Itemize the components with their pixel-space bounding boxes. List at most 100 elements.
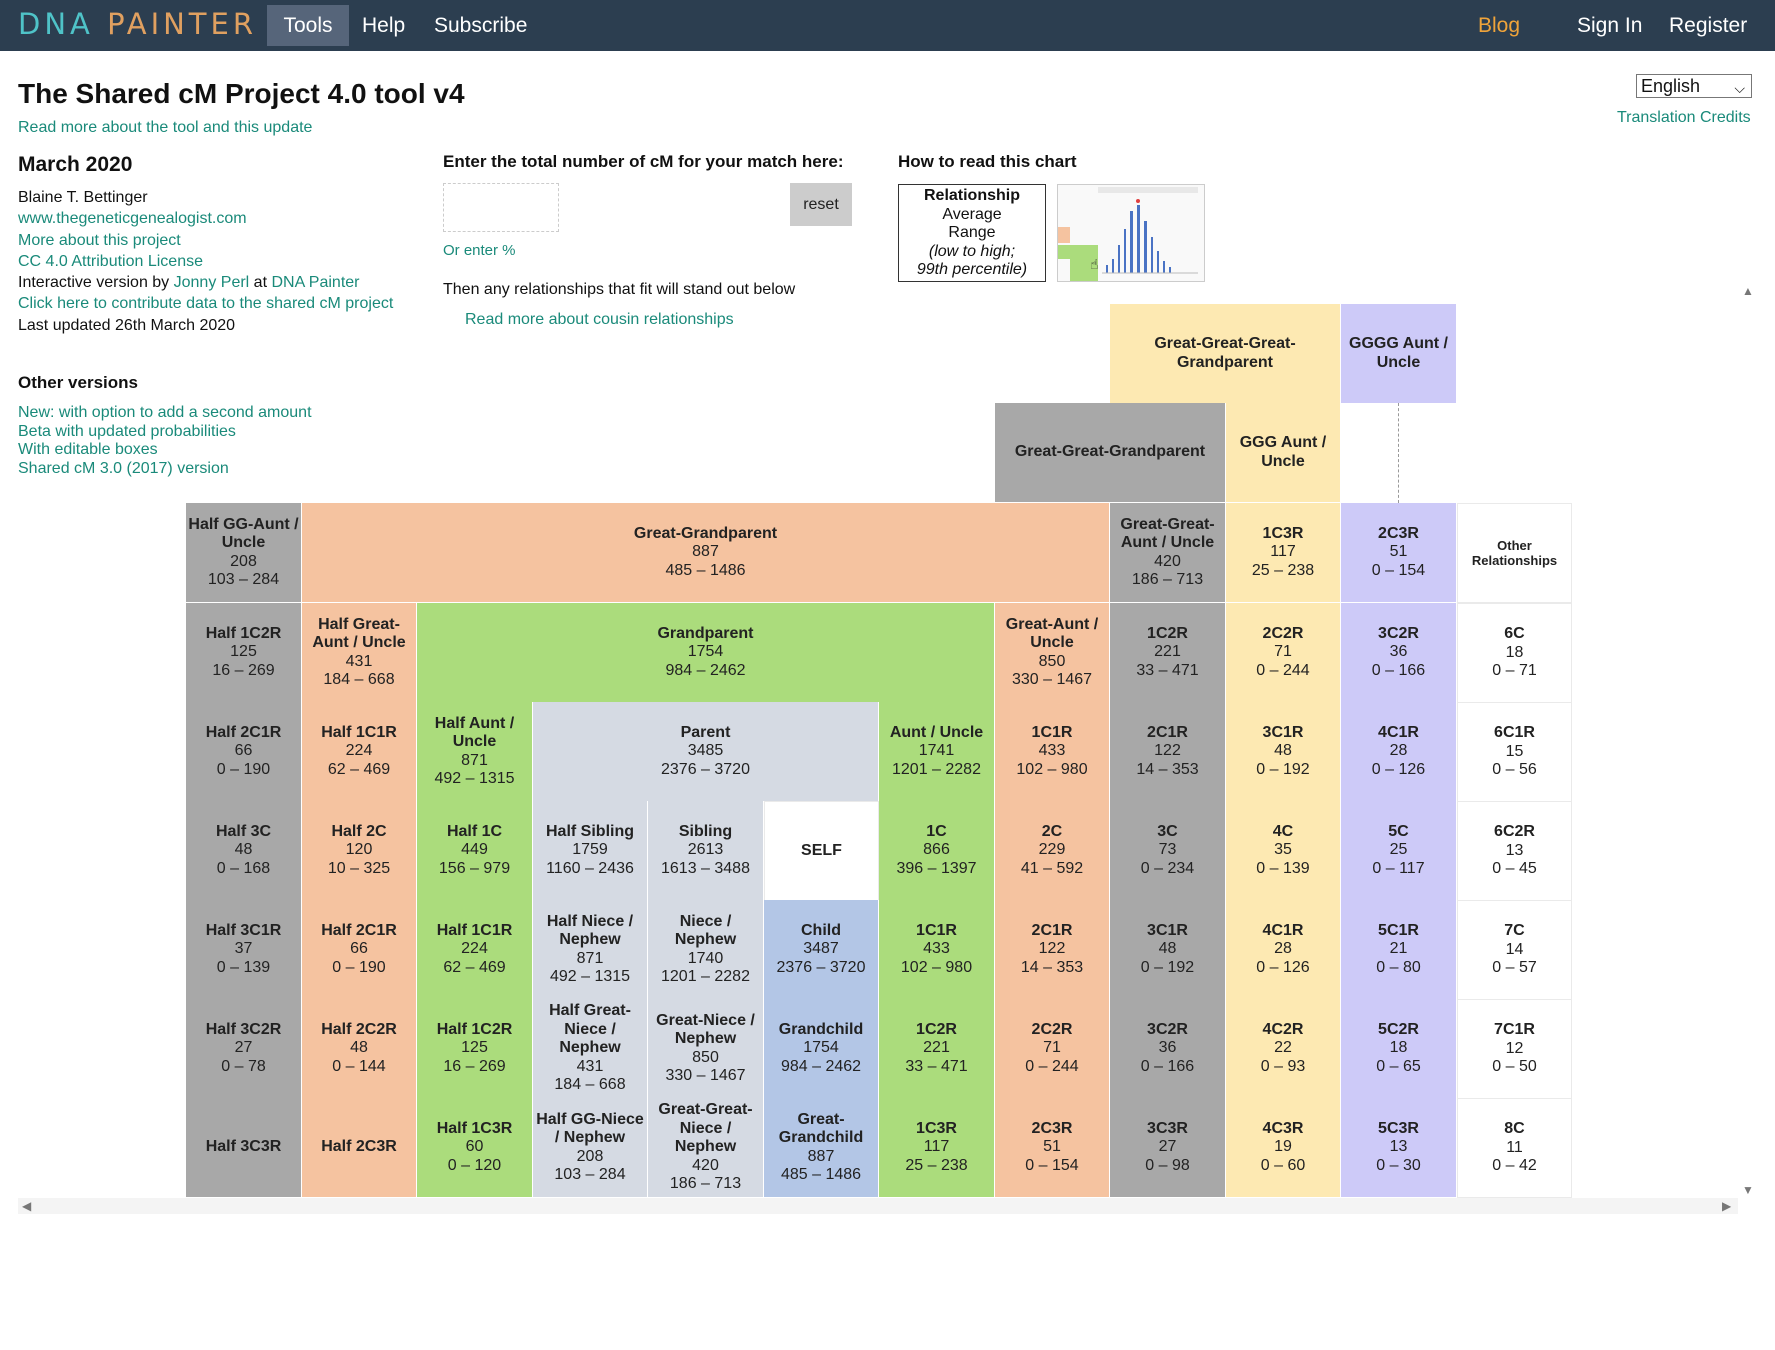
nav-register[interactable]: Register xyxy=(1669,14,1748,37)
relationship-cell-half-2c2r[interactable]: Half 2C2R 48 0 – 144 xyxy=(302,999,417,1099)
relationship-cell-1c1r-top[interactable]: 1C1R 433 102 – 980 xyxy=(995,702,1110,802)
relationship-cell-half-2c1r-top[interactable]: Half 2C1R 66 0 – 190 xyxy=(186,702,302,802)
relationship-cell-1c[interactable]: 1C 866 396 – 1397 xyxy=(879,801,995,901)
relationship-cell-parent[interactable]: Parent 3485 2376 – 3720 xyxy=(533,702,879,802)
relationship-cell-ggg-aunt[interactable]: GGG Aunt / Uncle xyxy=(1226,403,1341,503)
horizontal-scrollbar[interactable] xyxy=(18,1198,1738,1214)
version-link[interactable]: With editable boxes xyxy=(18,441,158,458)
relationship-cell-1c2r[interactable]: 1C2R 221 33 – 471 xyxy=(879,999,995,1099)
scroll-up-arrow[interactable]: ▲ xyxy=(1742,284,1754,298)
relationship-cell-6c1r[interactable]: 6C1R 15 0 – 56 xyxy=(1457,702,1572,802)
scroll-down-arrow[interactable]: ▼ xyxy=(1742,1183,1754,1197)
relationship-cell-half-niece[interactable]: Half Niece / Nephew 871 492 – 1315 xyxy=(533,900,648,1000)
relationship-cell-half-aunt[interactable]: Half Aunt / Uncle 871 492 – 1315 xyxy=(417,702,533,802)
version-link[interactable]: Beta with updated probabilities xyxy=(18,422,236,440)
relationship-cell-niece[interactable]: Niece / Nephew 1740 1201 – 2282 xyxy=(648,900,764,1000)
relationship-cell-half-2c[interactable]: Half 2C 120 10 – 325 xyxy=(302,801,417,901)
relationship-cell-child[interactable]: Child 3487 2376 – 3720 xyxy=(764,900,879,1000)
relationship-cell-4c[interactable]: 4C 35 0 – 139 xyxy=(1226,801,1341,901)
relationship-cell-half-1c1r-top[interactable]: Half 1C1R 224 62 – 469 xyxy=(302,702,417,802)
nav-sign-in[interactable]: Sign In xyxy=(1577,14,1643,37)
relationship-cell-6c[interactable]: 6C 18 0 – 71 xyxy=(1457,603,1572,703)
relationship-cell-grandparent[interactable]: Grandparent 1754 984 – 2462 xyxy=(417,603,995,703)
read-more-link[interactable]: Read more about the tool and this update xyxy=(18,119,313,136)
relationship-cell-gg-niece[interactable]: Great-Great-Niece / Nephew 420 186 – 713 xyxy=(648,1098,764,1198)
relationship-cell-4c1r[interactable]: 4C1R 28 0 – 126 xyxy=(1226,900,1341,1000)
relationship-cell-half-1c1r[interactable]: Half 1C1R 224 62 – 469 xyxy=(417,900,533,1000)
relationship-cell-1c3r[interactable]: 1C3R 117 25 – 238 xyxy=(879,1098,995,1198)
relationship-cell-4c3r[interactable]: 4C3R 19 0 – 60 xyxy=(1226,1098,1341,1198)
relationship-cell-5c2r[interactable]: 5C2R 18 0 – 65 xyxy=(1341,999,1457,1099)
translation-credits-link[interactable]: Translation Credits xyxy=(1617,109,1751,126)
relationship-cell-3c1r-top[interactable]: 3C1R 48 0 – 192 xyxy=(1226,702,1341,802)
relationship-cell-self[interactable]: SELF xyxy=(764,801,879,901)
relationship-cell-half-3c1r[interactable]: Half 3C1R 37 0 – 139 xyxy=(186,900,302,1000)
relationship-cell-great-niece[interactable]: Great-Niece / Nephew 850 330 – 1467 xyxy=(648,999,764,1099)
relationship-cell-3c2r-top[interactable]: 3C2R 36 0 – 166 xyxy=(1341,603,1457,703)
relationship-cell-half-2c3r[interactable]: Half 2C3R xyxy=(302,1098,417,1198)
relationship-cell-half-3c[interactable]: Half 3C 48 0 – 168 xyxy=(186,801,302,901)
relationship-cell-half-gg-niece[interactable]: Half GG-Niece / Nephew 208 103 – 284 xyxy=(533,1098,648,1198)
relationship-cell-half-gg-aunt[interactable]: Half GG-Aunt / Uncle 208 103 – 284 xyxy=(186,503,302,603)
relationship-cell-half-great-aunt[interactable]: Half Great-Aunt / Uncle 431 184 – 668 xyxy=(302,603,417,703)
relationship-cell-half-3c2r[interactable]: Half 3C2R 27 0 – 78 xyxy=(186,999,302,1099)
license-link[interactable]: CC 4.0 Attribution License xyxy=(18,252,203,270)
relationship-cell-8c[interactable]: 8C 11 0 – 42 xyxy=(1457,1098,1572,1198)
relationship-cell-1c1r[interactable]: 1C1R 433 102 – 980 xyxy=(879,900,995,1000)
more-about-link[interactable]: More about this project xyxy=(18,231,181,249)
relationship-cell-half-great-niece[interactable]: Half Great-Niece / Nephew 431 184 – 668 xyxy=(533,999,648,1099)
relationship-cell-gg-grandparent[interactable]: Great-Great-Grandparent xyxy=(995,403,1226,503)
chart-thumbnail[interactable]: ☝ xyxy=(1057,184,1205,282)
relationship-cell-half-sibling[interactable]: Half Sibling 1759 1160 – 2436 xyxy=(533,801,648,901)
jonny-perl-link[interactable]: Jonny Perl xyxy=(173,274,250,292)
relationship-cell-2c1r[interactable]: 2C1R 122 14 – 353 xyxy=(995,900,1110,1000)
relationship-cell-half-1c2r-b[interactable]: Half 1C2R 125 16 – 269 xyxy=(417,999,533,1099)
relationship-cell-2c2r-top[interactable]: 2C2R 71 0 – 244 xyxy=(1226,603,1341,703)
relationship-cell-half-1c3r[interactable]: Half 1C3R 60 0 – 120 xyxy=(417,1098,533,1198)
relationship-cell-half-1c[interactable]: Half 1C 449 156 – 979 xyxy=(417,801,533,901)
enter-percent-link[interactable]: Or enter % xyxy=(443,242,516,259)
relationship-cell-5c1r[interactable]: 5C1R 21 0 – 80 xyxy=(1341,900,1457,1000)
relationship-cell-3c1r[interactable]: 3C1R 48 0 – 192 xyxy=(1110,900,1226,1000)
relationship-cell-2c2r[interactable]: 2C2R 71 0 – 244 xyxy=(995,999,1110,1099)
relationship-cell-other-rel[interactable]: Other Relationships xyxy=(1457,503,1572,603)
relationship-cell-3c2r[interactable]: 3C2R 36 0 – 166 xyxy=(1110,999,1226,1099)
relationship-cell-3c[interactable]: 3C 73 0 – 234 xyxy=(1110,801,1226,901)
relationship-cell-half-3c3r[interactable]: Half 3C3R xyxy=(186,1098,302,1198)
relationship-cell-6c2r[interactable]: 6C2R 13 0 – 45 xyxy=(1457,801,1572,901)
relationship-cell-2c3r-top[interactable]: 2C3R 51 0 – 154 xyxy=(1341,503,1457,603)
relationship-cell-2c[interactable]: 2C 229 41 – 592 xyxy=(995,801,1110,901)
version-link[interactable]: New: with option to add a second amount xyxy=(18,404,312,421)
brand-logo[interactable]: DNA PAINTER xyxy=(18,7,257,41)
relationship-cell-aunt[interactable]: Aunt / Uncle 1741 1201 – 2282 xyxy=(879,702,995,802)
relationship-cell-5c[interactable]: 5C 25 0 – 117 xyxy=(1341,801,1457,901)
relationship-cell-great-grandchild[interactable]: Great-Grandchild 887 485 – 1486 xyxy=(764,1098,879,1198)
relationship-cell-2c1r-top[interactable]: 2C1R 122 14 – 353 xyxy=(1110,702,1226,802)
scroll-right-arrow[interactable]: ▶ xyxy=(1722,1199,1732,1213)
relationship-cell-7c1r[interactable]: 7C1R 12 0 – 50 xyxy=(1457,999,1572,1099)
relationship-cell-2c3r[interactable]: 2C3R 51 0 – 154 xyxy=(995,1098,1110,1198)
nav-subscribe[interactable]: Subscribe xyxy=(434,14,528,37)
scroll-left-arrow[interactable]: ◀ xyxy=(22,1199,32,1213)
nav-blog[interactable]: Blog xyxy=(1478,14,1521,37)
relationship-cell-1c2r-top[interactable]: 1C2R 221 33 – 471 xyxy=(1110,603,1226,703)
cousin-relationships-link[interactable]: Read more about cousin relationships xyxy=(465,311,734,328)
reset-button[interactable]: reset xyxy=(790,183,852,226)
relationship-cell-1c3r-top[interactable]: 1C3R 117 25 – 238 xyxy=(1226,503,1341,603)
relationship-cell-great-grandparent[interactable]: Great-Grandparent 887 485 – 1486 xyxy=(302,503,1110,603)
relationship-cell-great-aunt[interactable]: Great-Aunt / Uncle 850 330 – 1467 xyxy=(995,603,1110,703)
version-link[interactable]: Shared cM 3.0 (2017) version xyxy=(18,459,229,477)
relationship-cell-gg-aunt[interactable]: Great-Great-Aunt / Uncle 420 186 – 713 xyxy=(1110,503,1226,603)
site-link[interactable]: www.thegeneticgenealogist.com xyxy=(18,210,247,228)
contribute-link[interactable]: Click here to contribute data to the sha… xyxy=(18,295,394,313)
relationship-cell-4c1r-top[interactable]: 4C1R 28 0 – 126 xyxy=(1341,702,1457,802)
relationship-cell-half-1c2r[interactable]: Half 1C2R 125 16 – 269 xyxy=(186,603,302,703)
relationship-cell-grandchild[interactable]: Grandchild 1754 984 – 2462 xyxy=(764,999,879,1099)
cm-input[interactable] xyxy=(443,183,559,232)
nav-help[interactable]: Help xyxy=(362,14,406,37)
dna-painter-link[interactable]: DNA Painter xyxy=(271,274,360,292)
relationship-cell-gggg-grandparent[interactable]: Great-Great-Great-Grandparent xyxy=(1110,304,1341,404)
relationship-cell-4c2r[interactable]: 4C2R 22 0 – 93 xyxy=(1226,999,1341,1099)
language-select[interactable]: English ⌵ xyxy=(1636,74,1752,98)
relationship-cell-gggg-aunt[interactable]: GGGG Aunt / Uncle xyxy=(1341,304,1457,404)
